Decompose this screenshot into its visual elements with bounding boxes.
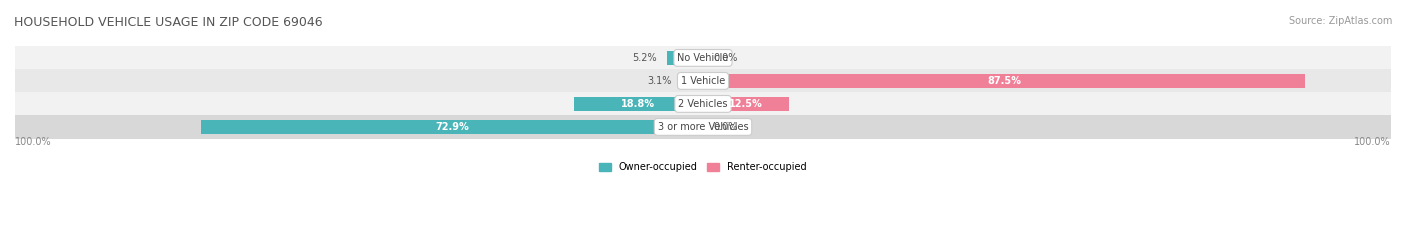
Text: HOUSEHOLD VEHICLE USAGE IN ZIP CODE 69046: HOUSEHOLD VEHICLE USAGE IN ZIP CODE 6904…: [14, 16, 323, 29]
Bar: [15, 115, 1391, 139]
Bar: [15, 46, 1391, 70]
Text: 72.9%: 72.9%: [436, 122, 470, 132]
Text: 100.0%: 100.0%: [1354, 137, 1391, 147]
Text: 87.5%: 87.5%: [987, 76, 1021, 86]
Text: 18.8%: 18.8%: [621, 99, 655, 109]
Text: 1 Vehicle: 1 Vehicle: [681, 76, 725, 86]
Text: Source: ZipAtlas.com: Source: ZipAtlas.com: [1288, 16, 1392, 26]
Text: 5.2%: 5.2%: [633, 53, 657, 63]
Text: 2 Vehicles: 2 Vehicles: [678, 99, 728, 109]
Bar: [682, 74, 703, 88]
Text: 0.0%: 0.0%: [713, 122, 738, 132]
Text: 0.0%: 0.0%: [713, 53, 738, 63]
Bar: [703, 74, 1305, 88]
Bar: [668, 51, 703, 65]
Bar: [15, 92, 1391, 116]
Text: 100.0%: 100.0%: [15, 137, 52, 147]
Bar: [703, 97, 789, 111]
Bar: [15, 69, 1391, 93]
Text: 12.5%: 12.5%: [730, 99, 763, 109]
Bar: [574, 97, 703, 111]
Bar: [201, 120, 703, 134]
Legend: Owner-occupied, Renter-occupied: Owner-occupied, Renter-occupied: [596, 158, 810, 176]
Text: No Vehicle: No Vehicle: [678, 53, 728, 63]
Text: 3 or more Vehicles: 3 or more Vehicles: [658, 122, 748, 132]
Text: 3.1%: 3.1%: [647, 76, 671, 86]
